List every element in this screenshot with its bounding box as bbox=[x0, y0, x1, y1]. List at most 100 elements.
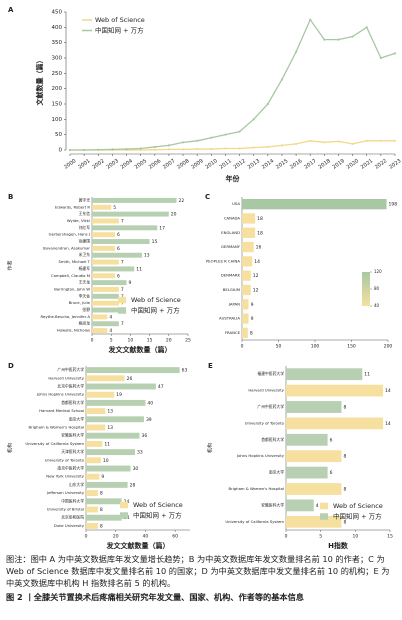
x-tick-label: 0 bbox=[241, 344, 244, 350]
y-tick-label: University of Toronto bbox=[245, 420, 285, 425]
x-tick-label: 2016 bbox=[289, 158, 303, 170]
value-label: 17 bbox=[159, 225, 165, 231]
y-tick-label: DENMARK bbox=[221, 273, 241, 278]
y-tick-label: Buvanendran, Asokumar bbox=[43, 245, 90, 250]
legend-swatch bbox=[120, 501, 128, 509]
legend-label: 中国知网 + 万方 bbox=[133, 511, 182, 520]
x-tick-label: 25 bbox=[185, 338, 191, 344]
value-label: 16 bbox=[256, 245, 262, 251]
caption-title: 图 2 丨全膝关节置换术后疼痛相关研究年发文量、国家、机构、作者等的基本信息 bbox=[6, 592, 304, 602]
bar bbox=[86, 490, 98, 497]
point bbox=[323, 38, 326, 41]
value-label: 14 bbox=[385, 421, 391, 427]
point bbox=[196, 139, 199, 142]
value-label: 6 bbox=[330, 437, 333, 443]
colorbar-label: 120 bbox=[374, 269, 382, 274]
value-label: 40 bbox=[147, 400, 153, 406]
bar bbox=[92, 252, 142, 258]
point bbox=[139, 148, 142, 152]
point bbox=[365, 26, 368, 29]
y-tick-label: Campbell, Claudia M bbox=[51, 273, 90, 278]
y-tick-label: 150 bbox=[52, 102, 63, 108]
series-line bbox=[70, 140, 395, 151]
point bbox=[210, 136, 213, 139]
x-tick-label: 2012 bbox=[233, 158, 247, 170]
y-tick-label: 安徽医科大学 bbox=[61, 433, 84, 438]
bar bbox=[92, 232, 116, 238]
panel-label: E bbox=[208, 362, 213, 370]
bar bbox=[242, 213, 256, 224]
x-tick-label: 2004 bbox=[120, 158, 135, 171]
point bbox=[309, 139, 312, 142]
value-label: 14 bbox=[254, 259, 260, 265]
bar bbox=[242, 284, 251, 296]
y-tick-label: 王东信 bbox=[79, 211, 91, 216]
x-tick-label: 2018 bbox=[318, 158, 332, 170]
y-tick-label: 北京中医药大学 bbox=[57, 384, 84, 389]
series-line bbox=[70, 18, 396, 151]
bar bbox=[286, 401, 342, 413]
y-tick-label: Barrington, John W bbox=[54, 286, 90, 291]
value-label: 11 bbox=[364, 372, 370, 378]
bar bbox=[86, 449, 136, 456]
bar bbox=[286, 433, 328, 446]
y-tick-label: CANADA bbox=[224, 215, 241, 220]
x-tick-label: 2001 bbox=[77, 158, 91, 170]
y-axis-label: 作者 bbox=[7, 260, 14, 270]
point bbox=[393, 139, 397, 142]
value-label: 8 bbox=[343, 487, 346, 493]
x-tick-label: 0 bbox=[285, 534, 288, 540]
point bbox=[266, 145, 269, 149]
y-tick-label: 首都医科大学 bbox=[261, 437, 284, 442]
y-tick-label: 450 bbox=[52, 10, 63, 16]
point bbox=[294, 142, 298, 145]
bar bbox=[86, 399, 146, 406]
x-tick-label: 15 bbox=[147, 338, 153, 344]
bar bbox=[242, 256, 253, 267]
bar bbox=[86, 375, 125, 382]
x-tick-label: 2010 bbox=[204, 158, 218, 170]
panel-label: A bbox=[8, 6, 14, 14]
point bbox=[379, 139, 382, 142]
value-label: 47 bbox=[158, 384, 164, 390]
value-label: 15 bbox=[152, 239, 158, 245]
panel-label: D bbox=[8, 362, 14, 370]
legend-label: 中国知网 + 万方 bbox=[333, 512, 382, 521]
y-tick-label: 黄宇光 bbox=[79, 197, 91, 202]
y-tick-label: 100 bbox=[52, 117, 63, 123]
x-tick-label: 50 bbox=[276, 344, 282, 350]
value-label: 13 bbox=[144, 253, 150, 259]
y-tick-label: Harvard University bbox=[48, 375, 84, 380]
y-tick-label: 北京协和医院 bbox=[61, 515, 84, 520]
value-label: 8 bbox=[343, 454, 346, 460]
value-label: 18 bbox=[257, 230, 263, 236]
value-label: 28 bbox=[130, 482, 136, 488]
y-tick-label: 南京大学 bbox=[69, 416, 84, 421]
legend-label: 中国知网 + 万方 bbox=[131, 306, 180, 315]
point bbox=[252, 146, 255, 149]
value-label: 9 bbox=[101, 474, 104, 480]
y-axis-label: 机构 bbox=[7, 443, 14, 453]
value-label: 20 bbox=[171, 212, 177, 218]
bar bbox=[86, 514, 122, 521]
bar bbox=[92, 273, 116, 279]
bar bbox=[92, 218, 119, 224]
panel-label: B bbox=[8, 193, 13, 201]
y-tick-label: Harvard Medical School bbox=[39, 408, 84, 413]
point bbox=[351, 142, 354, 145]
legend-swatch bbox=[320, 513, 328, 520]
bar bbox=[86, 522, 98, 529]
value-label: 12 bbox=[253, 287, 259, 293]
y-tick-label: Howells, Nicholas bbox=[57, 328, 90, 333]
value-label: 19 bbox=[116, 392, 122, 398]
x-tick-label: 2022 bbox=[374, 158, 388, 170]
bar bbox=[286, 368, 363, 381]
y-tick-label: University of Toronto bbox=[45, 457, 85, 462]
x-tick-label: 2014 bbox=[261, 158, 276, 171]
y-tick-label: Brigham & Women's Hospital bbox=[229, 486, 284, 491]
point bbox=[309, 18, 312, 21]
value-label: 8 bbox=[343, 519, 346, 525]
bar bbox=[86, 367, 180, 374]
bar bbox=[92, 321, 119, 327]
